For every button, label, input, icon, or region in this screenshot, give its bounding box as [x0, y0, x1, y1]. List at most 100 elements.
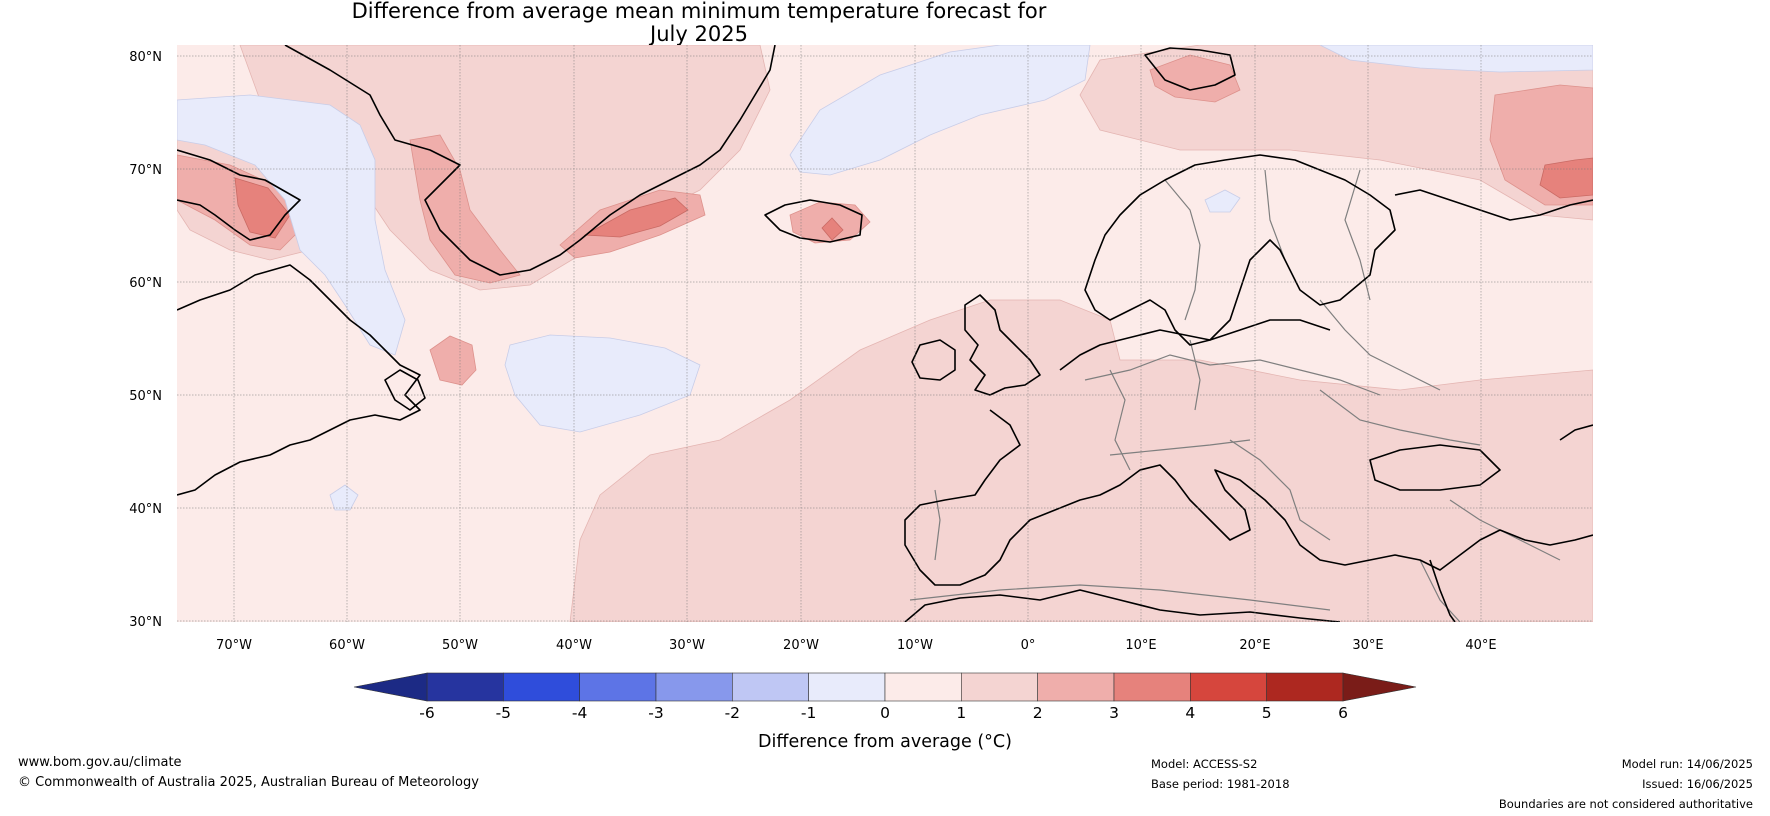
warm-anomaly-3-4-barents	[1539, 157, 1593, 199]
colorbar: -6 -5 -4 -3 -2 -1 0 1 2 3 4 5 6 Difference from aver…	[353, 672, 1417, 752]
copyright-text: © Commonwealth of Australia 2025, Austra…	[18, 775, 479, 790]
colorbar-under-arrow	[353, 672, 428, 702]
colorbar-label: Difference from average (°C)	[758, 732, 1012, 752]
coastline-north-africa	[904, 589, 1341, 622]
lon-label: 30°W	[669, 638, 705, 653]
border-central-europe	[1084, 354, 1381, 396]
coastline-black-sea	[1369, 444, 1501, 491]
colorbar-tick-label: -4	[572, 704, 587, 722]
cool-anomaly-mid-atlantic	[504, 334, 701, 433]
colorbar-segment	[884, 672, 962, 702]
cool-anomaly-labrador	[177, 94, 406, 356]
coastline-caspian	[1559, 424, 1593, 441]
colorbar-segment	[961, 672, 1038, 702]
warm-anomaly-3-4-baffin	[234, 177, 291, 239]
colorbar-tick-label: -1	[801, 704, 816, 722]
colorbar-segment	[1190, 672, 1267, 702]
colorbar-segment	[1113, 672, 1191, 702]
website-link[interactable]: www.bom.gov.au/climate	[18, 755, 182, 770]
warm-anomaly-region-atlantic	[569, 299, 1593, 622]
colorbar-over-arrow	[1342, 672, 1417, 702]
coastline-scandinavia	[1084, 154, 1396, 346]
lat-label: 40°N	[129, 502, 162, 517]
coastline-great-britain	[964, 294, 1041, 396]
coastline-eastern-med	[1429, 559, 1456, 622]
colorbar-segments	[426, 672, 1344, 702]
lon-label: 10°E	[1125, 638, 1156, 653]
border-middle-east	[1419, 559, 1461, 622]
colorbar-tick-label: 6	[1338, 704, 1348, 722]
cool-anomaly-norway	[1204, 189, 1241, 213]
colorbar-tick-label: 3	[1109, 704, 1119, 722]
warm-anomaly-2-3-svalbard	[1149, 54, 1241, 103]
coastline-svalbard	[1144, 47, 1236, 91]
warm-anomaly-3-4-greenland	[583, 197, 689, 238]
coastline-ireland	[911, 339, 956, 381]
coastline-greenland	[284, 45, 776, 276]
lon-label: 20°E	[1239, 638, 1270, 653]
border-france-germany	[1109, 369, 1131, 471]
lon-label: 40°W	[556, 638, 592, 653]
model-text: Model: ACCESS-S2	[1151, 757, 1258, 771]
coastline-baltic-north-sea	[1059, 319, 1331, 371]
border-norway-sweden	[1164, 179, 1201, 321]
issued-text: Issued: 16/06/2025	[1642, 777, 1753, 791]
border-balkans	[1229, 439, 1331, 541]
colorbar-tick-label: 0	[880, 704, 890, 722]
colorbar-tick-label: 4	[1185, 704, 1195, 722]
lon-label: 50°W	[442, 638, 478, 653]
border-alps	[1109, 439, 1251, 456]
cool-anomaly-arctic-east	[1319, 45, 1593, 73]
map-title: Difference from average mean minimum tem…	[0, 0, 1398, 46]
colorbar-segment	[1037, 672, 1115, 702]
disclaimer-text: Boundaries are not considered authoritat…	[1498, 797, 1753, 811]
colorbar-tick-label: 2	[1033, 704, 1043, 722]
coastlines	[177, 45, 1593, 622]
lon-label: 20°W	[783, 638, 819, 653]
colorbar-tick-label: -2	[725, 704, 740, 722]
graticule	[177, 45, 1593, 622]
longitude-labels: 70°W 60°W 50°W 40°W 30°W 20°W 10°W 0° 10…	[216, 638, 1497, 653]
colorbar-segment	[808, 672, 886, 702]
coastline-iceland	[764, 199, 863, 243]
lon-label: 30°E	[1352, 638, 1383, 653]
lat-label: 30°N	[129, 615, 162, 630]
coastline-baffin	[177, 149, 301, 241]
warm-anomaly-3-4-iceland	[821, 217, 844, 241]
colorbar-tick-label: -6	[419, 704, 434, 722]
map-title-line-2: July 2025	[650, 22, 748, 46]
colorbar-tick-label: -5	[496, 704, 511, 722]
border-russia-baltics	[1319, 299, 1441, 391]
lon-label: 60°W	[329, 638, 365, 653]
colorbar-segment	[655, 672, 733, 702]
colorbar-tick-label: -3	[648, 704, 663, 722]
lat-label: 70°N	[129, 163, 162, 178]
border-north-africa	[909, 584, 1331, 611]
lat-label: 80°N	[129, 50, 162, 65]
base-period-text: Base period: 1981-2018	[1151, 777, 1290, 791]
lon-label: 70°W	[216, 638, 252, 653]
border-spain-portugal	[934, 489, 941, 561]
lon-label: 0°	[1021, 638, 1036, 653]
lon-label: 10°W	[897, 638, 933, 653]
latitude-labels: 80°N 70°N 60°N 50°N 40°N 30°N	[129, 50, 162, 630]
colorbar-segment	[426, 672, 504, 702]
border-sweden-finland	[1264, 169, 1286, 261]
colorbar-segment	[1266, 672, 1344, 702]
cool-anomaly-norwegian-sea	[789, 45, 1091, 176]
lat-label: 60°N	[129, 276, 162, 291]
anomaly-contours	[177, 45, 1593, 622]
lat-label: 50°N	[129, 389, 162, 404]
colorbar-ticks: -6 -5 -4 -3 -2 -1 0 1 2 3 4 5 6	[419, 704, 1348, 722]
map-title-line-1: Difference from average mean minimum tem…	[351, 0, 1047, 23]
colorbar-tick-label: 1	[956, 704, 966, 722]
colorbar-segment	[732, 672, 809, 702]
country-borders	[909, 169, 1561, 622]
coastline-newfoundland	[384, 369, 426, 411]
border-ukraine	[1319, 389, 1481, 446]
colorbar-segment	[503, 672, 580, 702]
map-panel	[177, 45, 1593, 622]
cool-anomaly-azores-west	[329, 484, 359, 511]
model-run-text: Model run: 14/06/2025	[1621, 757, 1753, 771]
